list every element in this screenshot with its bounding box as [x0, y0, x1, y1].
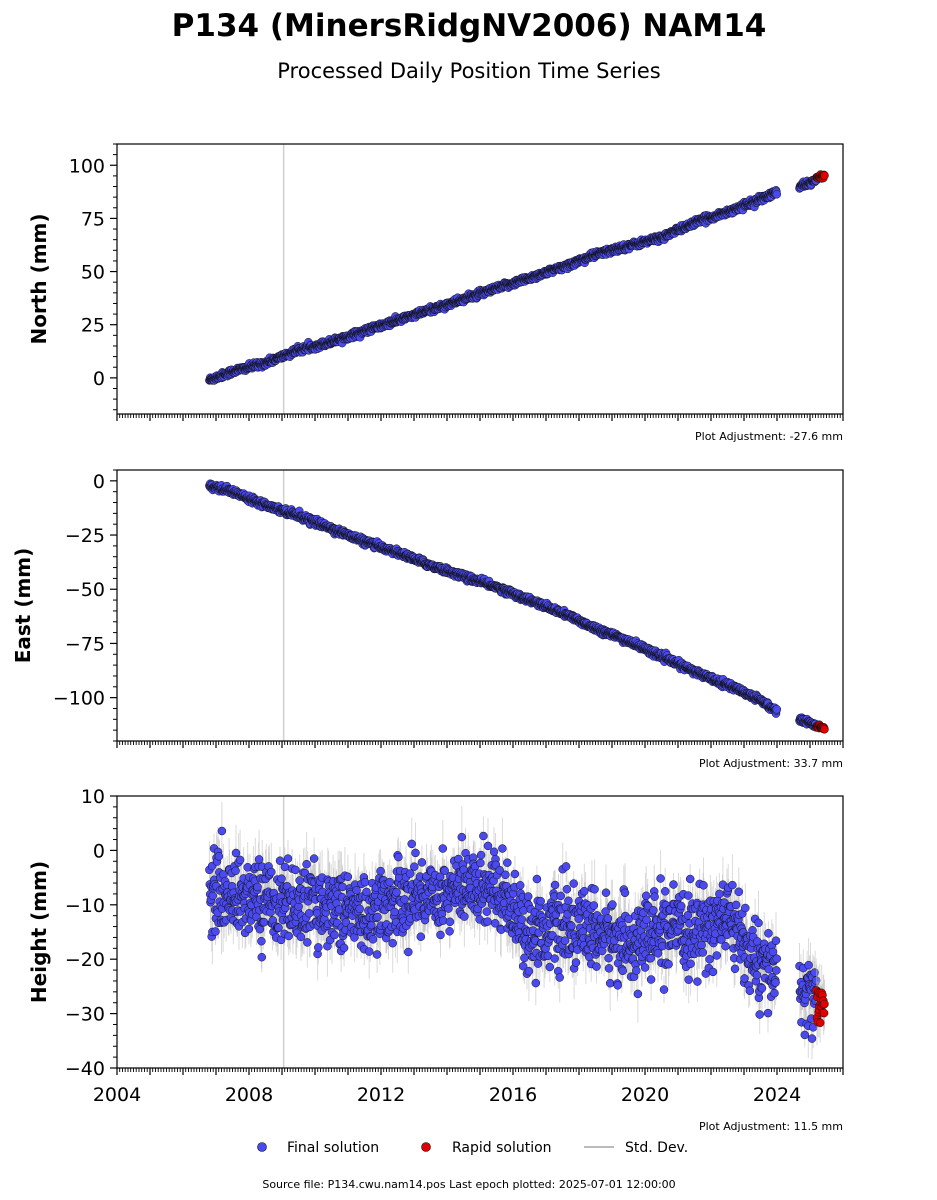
- north-y-tick-label: 0: [93, 368, 105, 390]
- north-final-series: [205, 174, 821, 385]
- north-plot-area: [205, 144, 829, 414]
- north-y-tick-label: 50: [81, 262, 105, 284]
- north-rapid-series: [812, 170, 829, 184]
- north-plot-adjustment: Plot Adjustment: -27.6 mm: [695, 430, 843, 443]
- north-final-point: [772, 190, 782, 199]
- north-y-tick-label: 75: [81, 208, 105, 230]
- figure-title: P134 (MinersRidgNV2006) NAM14: [172, 8, 767, 44]
- north-y-tick-label: 100: [69, 155, 105, 177]
- north-y-axis-label: North (mm): [27, 213, 51, 344]
- north-rapid-point: [820, 171, 829, 180]
- north-panel: 0 25 50 75 100 North (mm) Plot Adjustment: -27…: [27, 143, 844, 443]
- east-plot-area: [205, 470, 829, 741]
- east-final-series: [205, 479, 821, 732]
- north-y-tick-label: 25: [81, 315, 105, 337]
- figure-subtitle: Processed Daily Position Time Series: [277, 59, 661, 83]
